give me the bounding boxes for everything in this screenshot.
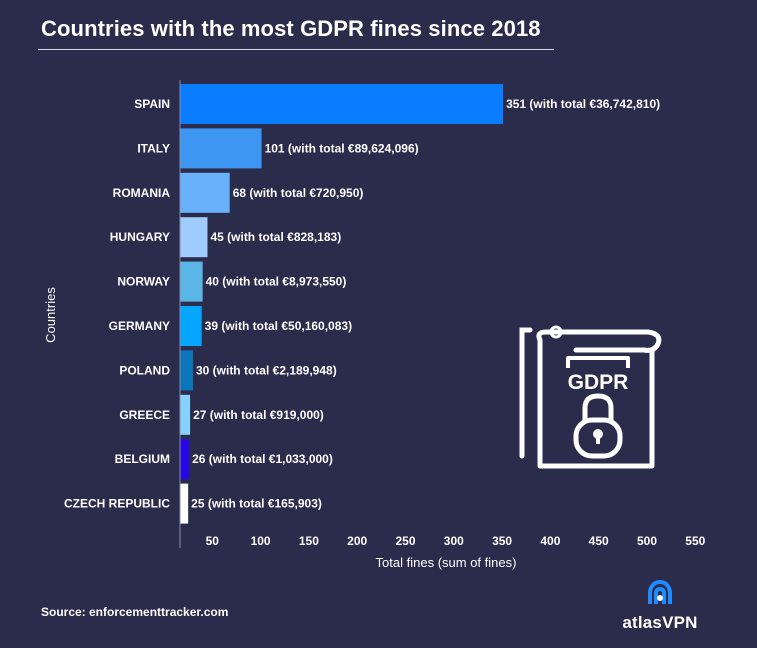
bar-belgium (180, 439, 190, 480)
data-label: 25 (with total €165,903) (191, 497, 322, 511)
x-tick-label: 50 (206, 534, 220, 548)
y-axis-label: Countries (43, 287, 58, 343)
bar-norway (180, 261, 203, 302)
atlasvpn-logo: atlasVPN (618, 578, 702, 634)
data-label: 26 (with total €1,033,000) (192, 452, 333, 466)
x-tick-labels: 50 100 150 200 250 300 350 400 450 500 550 (206, 534, 706, 548)
x-tick-label: 250 (395, 534, 415, 548)
bar-germany (180, 306, 202, 346)
bar-czech-republic (180, 483, 189, 524)
category-label: SPAIN (134, 97, 170, 111)
x-tick-label: 400 (540, 534, 560, 548)
bars-layer (180, 84, 504, 524)
x-tick-label: 450 (589, 534, 609, 548)
data-label: 40 (with total €8,973,550) (206, 275, 347, 289)
gdpr-label: GDPR (568, 371, 629, 394)
data-label: 39 (with total €50,160,083) (205, 319, 352, 333)
x-tick-label: 300 (444, 534, 464, 548)
x-tick-label: 100 (251, 534, 271, 548)
gdpr-document-lock-icon: GDPR (516, 322, 666, 475)
source-note: Source: enforcementtracker.com (41, 605, 229, 619)
bar-spain (180, 84, 504, 124)
category-label: BELGIUM (115, 452, 170, 466)
bar-hungary (180, 217, 208, 258)
category-label: HUNGARY (110, 230, 170, 244)
x-tick-label: 500 (637, 534, 657, 548)
category-label: ROMANIA (113, 186, 171, 200)
data-label: 351 (with total €36,742,810) (506, 97, 660, 111)
atlasvpn-wordmark: atlasVPN (622, 613, 698, 632)
data-label: 30 (with total €2,189,948) (196, 363, 337, 377)
x-tick-label: 550 (685, 534, 705, 548)
bar-greece (180, 394, 191, 435)
x-tick-label: 150 (299, 534, 319, 548)
category-label: NORWAY (117, 275, 170, 289)
category-label: ITALY (137, 141, 170, 155)
category-label: CZECH REPUBLIC (64, 497, 170, 511)
x-axis-label: Total fines (sum of fines) (376, 555, 517, 570)
x-tick-label: 350 (492, 534, 512, 548)
bar-poland (180, 350, 193, 391)
labels-layer: SPAIN 351 (with total €36,742,810) ITALY 10… (64, 97, 660, 511)
chart-title: Countries with the most GDPR fines since… (41, 16, 541, 41)
bar-romania (180, 172, 230, 213)
data-label: 27 (with total €919,000) (193, 408, 324, 422)
title-underline (38, 49, 554, 50)
category-label: GREECE (119, 408, 170, 422)
data-label: 101 (with total €89,624,096) (265, 141, 419, 155)
x-tick-label: 200 (347, 534, 367, 548)
data-label: 68 (with total €720,950) (233, 186, 364, 200)
category-label: POLAND (119, 363, 170, 377)
atlasvpn-logo-icon (648, 580, 672, 604)
data-label: 45 (with total €828,183) (210, 230, 341, 244)
category-label: GERMANY (109, 319, 170, 333)
bar-italy (180, 128, 262, 169)
